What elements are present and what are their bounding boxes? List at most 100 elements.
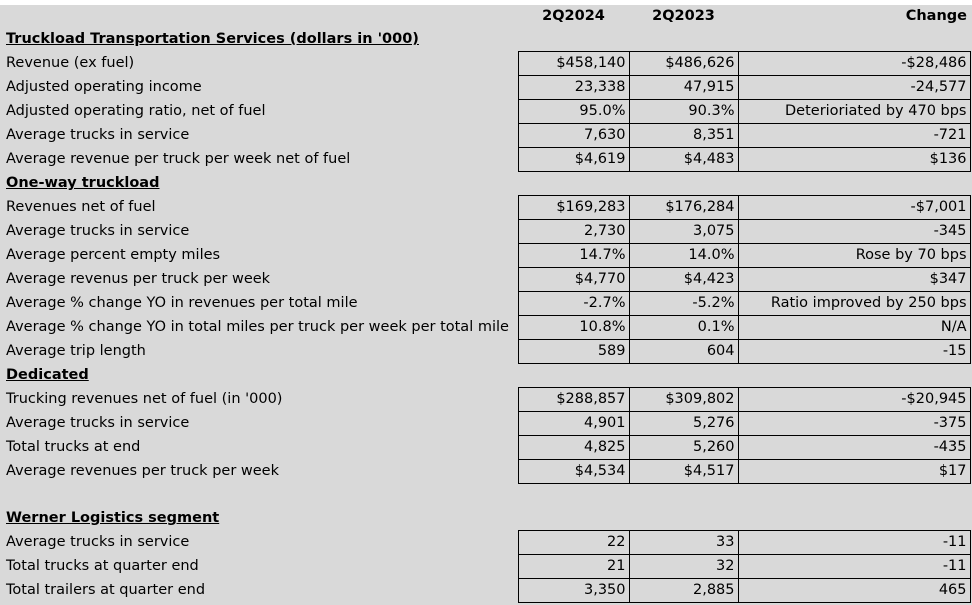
value-2q2024[interactable]: 589: [517, 339, 630, 364]
empty-cell[interactable]: [738, 364, 970, 388]
value-change[interactable]: $17: [737, 459, 971, 484]
value-2q2023[interactable]: $4,483: [628, 147, 739, 172]
metric-label[interactable]: Average % change YO in total miles per t…: [6, 319, 509, 335]
value-change[interactable]: $347: [737, 267, 971, 292]
value-2q2024[interactable]: $4,534: [517, 459, 630, 484]
value-2q2023[interactable]: 47,915: [628, 75, 739, 100]
value-change[interactable]: -$20,945: [737, 387, 971, 412]
value-2q2024[interactable]: $288,857: [517, 387, 630, 412]
section-title[interactable]: Truckload Transportation Services (dolla…: [6, 31, 419, 48]
value-change[interactable]: $136: [737, 147, 971, 172]
value-change[interactable]: -15: [737, 339, 971, 364]
value-2q2024[interactable]: 14.7%: [517, 243, 630, 268]
empty-cell[interactable]: [629, 28, 738, 52]
value-2q2023[interactable]: $4,423: [628, 267, 739, 292]
metric-label[interactable]: Average trucks in service: [6, 223, 190, 239]
metric-label[interactable]: Revenues net of fuel: [6, 199, 156, 215]
section-title[interactable]: Dedicated: [6, 367, 89, 383]
value-2q2024[interactable]: 4,825: [517, 435, 630, 460]
header-2q2023[interactable]: 2Q2023: [652, 8, 715, 24]
value-change[interactable]: -$28,486: [737, 51, 971, 76]
metric-label[interactable]: Revenue (ex fuel): [6, 55, 135, 71]
empty-cell[interactable]: [738, 28, 970, 52]
metric-label[interactable]: Average trucks in service: [6, 127, 190, 143]
value-2q2023[interactable]: -5.2%: [628, 291, 739, 316]
metric-label[interactable]: Total trailers at quarter end: [6, 582, 206, 598]
value-2q2024[interactable]: 22: [517, 530, 630, 555]
metric-label[interactable]: Average trucks in service: [6, 534, 190, 550]
value-2q2023[interactable]: 604: [628, 339, 739, 364]
value-2q2024[interactable]: 95.0%: [517, 99, 630, 124]
value-2q2024[interactable]: 10.8%: [517, 315, 630, 340]
value-2q2023[interactable]: 14.0%: [628, 243, 739, 268]
value-2q2023[interactable]: 32: [628, 554, 739, 579]
value-2q2023[interactable]: 3,075: [628, 219, 739, 244]
empty-cell[interactable]: [738, 484, 970, 508]
value-2q2024[interactable]: $4,770: [517, 267, 630, 292]
metric-label[interactable]: Average revenue per truck per week net o…: [6, 151, 351, 167]
value-change[interactable]: 465: [737, 578, 971, 603]
value-2q2024[interactable]: $4,619: [517, 147, 630, 172]
value-2q2023[interactable]: $486,626: [628, 51, 739, 76]
value-change[interactable]: -$7,001: [737, 195, 971, 220]
metric-label[interactable]: Average trucks in service: [6, 415, 190, 431]
value-change[interactable]: -345: [737, 219, 971, 244]
value-change[interactable]: Rose by 70 bps: [737, 243, 971, 268]
value-2q2024[interactable]: 2,730: [517, 219, 630, 244]
value-2q2023[interactable]: 5,260: [628, 435, 739, 460]
metric-label[interactable]: Adjusted operating ratio, net of fuel: [6, 103, 266, 119]
value-change[interactable]: N/A: [737, 315, 971, 340]
value-2q2024[interactable]: -2.7%: [517, 291, 630, 316]
empty-cell[interactable]: [518, 484, 629, 508]
value-2q2023[interactable]: $176,284: [628, 195, 739, 220]
value-change[interactable]: -11: [737, 530, 971, 555]
value-2q2023[interactable]: 0.1%: [628, 315, 739, 340]
value-2q2023[interactable]: 33: [628, 530, 739, 555]
value-2q2024[interactable]: 23,338: [517, 75, 630, 100]
section-title[interactable]: Werner Logistics segment: [6, 510, 220, 527]
empty-cell[interactable]: [518, 364, 629, 388]
value-change[interactable]: -721: [737, 123, 971, 148]
value-change[interactable]: -24,577: [737, 75, 971, 100]
empty-cell[interactable]: [738, 172, 970, 196]
empty-cell[interactable]: [0, 484, 518, 508]
metric-label[interactable]: Average revenus per truck per week: [6, 271, 271, 287]
empty-cell[interactable]: [629, 507, 738, 531]
value-2q2023[interactable]: $309,802: [628, 387, 739, 412]
metric-label[interactable]: Total trucks at quarter end: [6, 558, 199, 574]
value-2q2024[interactable]: 4,901: [517, 411, 630, 436]
value-2q2023[interactable]: $4,517: [628, 459, 739, 484]
value-2q2024[interactable]: $458,140: [517, 51, 630, 76]
metric-label[interactable]: Average trip length: [6, 343, 146, 359]
value-2q2024[interactable]: 7,630: [517, 123, 630, 148]
header-empty-cell[interactable]: [0, 5, 518, 28]
empty-cell[interactable]: [629, 172, 738, 196]
section-title[interactable]: One-way truckload: [6, 175, 160, 191]
value-2q2023[interactable]: 2,885: [628, 578, 739, 603]
metric-label[interactable]: Average % change YO in revenues per tota…: [6, 295, 358, 311]
value-change[interactable]: Ratio improved by 250 bps: [737, 291, 971, 316]
metric-label[interactable]: Trucking revenues net of fuel (in '000): [6, 391, 283, 407]
value-2q2024[interactable]: 21: [517, 554, 630, 579]
empty-cell[interactable]: [518, 507, 629, 531]
value-2q2023[interactable]: 5,276: [628, 411, 739, 436]
value-2q2023[interactable]: 90.3%: [628, 99, 739, 124]
value-2q2023[interactable]: 8,351: [628, 123, 739, 148]
value-change[interactable]: -435: [737, 435, 971, 460]
empty-cell[interactable]: [738, 507, 970, 531]
header-2q2024[interactable]: 2Q2024: [542, 8, 605, 24]
value-2q2024[interactable]: $169,283: [517, 195, 630, 220]
metric-label[interactable]: Adjusted operating income: [6, 79, 202, 95]
empty-cell[interactable]: [629, 484, 738, 508]
metric-label[interactable]: Average revenues per truck per week: [6, 463, 279, 479]
metric-label[interactable]: Average percent empty miles: [6, 247, 221, 263]
empty-cell[interactable]: [629, 364, 738, 388]
metric-label[interactable]: Total trucks at end: [6, 439, 141, 455]
value-change[interactable]: -375: [737, 411, 971, 436]
empty-cell[interactable]: [518, 172, 629, 196]
header-change[interactable]: Change: [905, 8, 967, 24]
value-change[interactable]: -11: [737, 554, 971, 579]
value-change[interactable]: Deterioriated by 470 bps: [737, 99, 971, 124]
value-2q2024[interactable]: 3,350: [517, 578, 630, 603]
empty-cell[interactable]: [518, 28, 629, 52]
